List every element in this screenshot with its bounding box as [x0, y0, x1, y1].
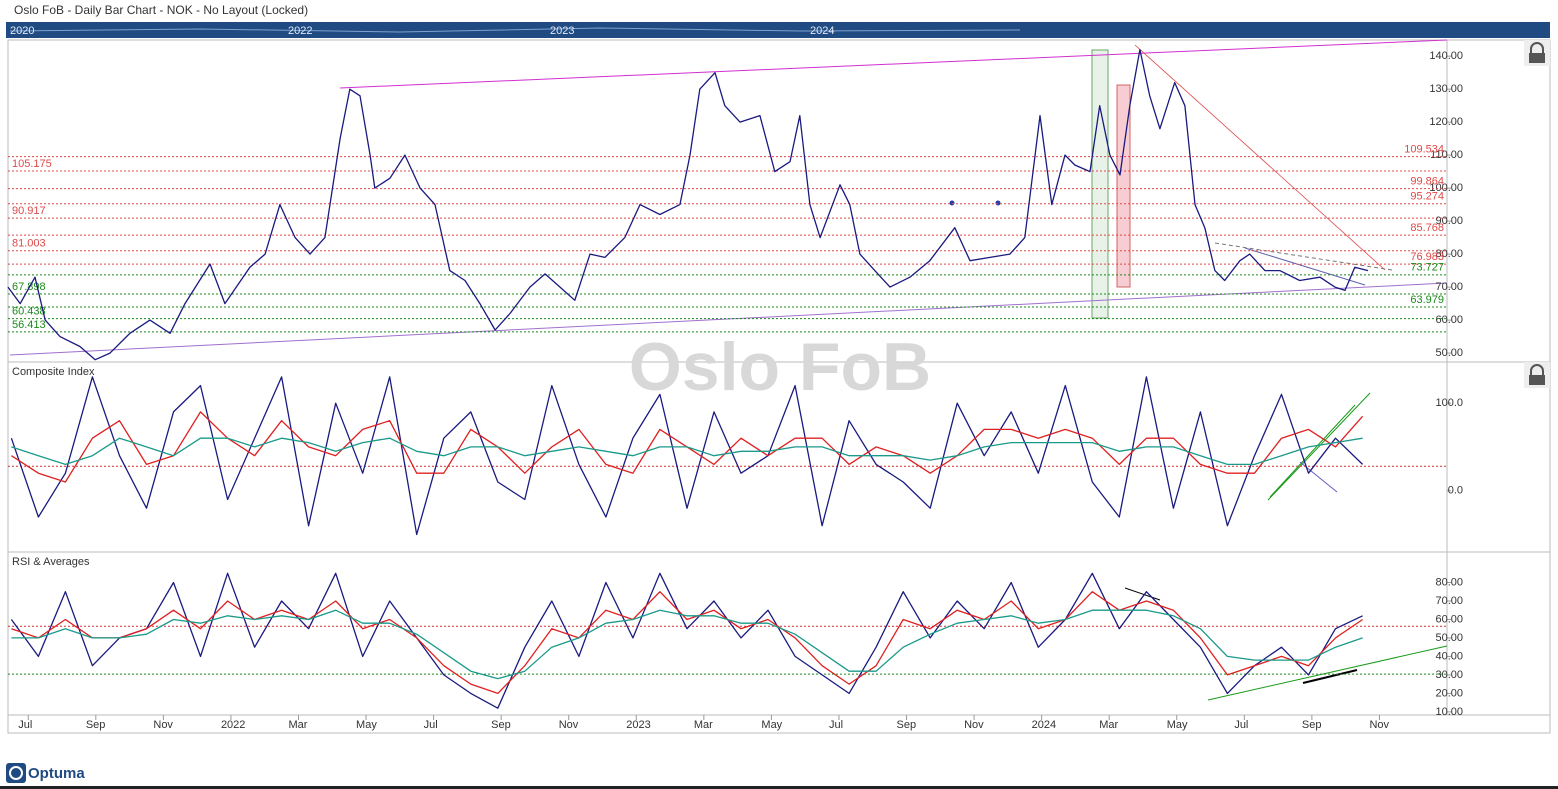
lock-icon[interactable]: [1524, 362, 1550, 388]
level-label: 90.917: [12, 205, 46, 217]
lock-body: [1529, 375, 1545, 385]
series-line: [10, 376, 1364, 536]
x-tick-label: Jul: [829, 719, 843, 731]
y-tick-label: 90.00: [1435, 215, 1463, 227]
watermark: Oslo FoB: [629, 329, 931, 405]
x-tick-label: Sep: [86, 719, 106, 731]
y-tick-label: 30.00: [1435, 669, 1463, 681]
x-tick-label: Jul: [1234, 719, 1248, 731]
series-line: [11, 437, 1363, 466]
zone-box: [1116, 84, 1131, 288]
y-tick-label: 100.0: [1435, 397, 1463, 409]
x-tick-label: Nov: [153, 719, 173, 731]
lock-body: [1529, 53, 1545, 63]
series-line: [7, 48, 1369, 361]
y-tick-label: 100.00: [1429, 182, 1463, 194]
trendline: [1302, 669, 1358, 684]
level-label: 63.979: [1410, 294, 1444, 306]
x-tick-label: 2024: [1032, 719, 1056, 731]
y-tick-label: 110.00: [1430, 149, 1463, 161]
navigator-year: 2022: [288, 25, 312, 37]
y-tick-label: 80.00: [1435, 248, 1463, 260]
trendline: [1244, 247, 1366, 286]
y-tick-label: 20.00: [1435, 687, 1463, 699]
x-tick-label: 2023: [626, 719, 650, 731]
level-label: 109.534: [1404, 144, 1444, 156]
x-tick-label: Nov: [964, 719, 984, 731]
y-tick-label: 140.00: [1429, 50, 1463, 62]
trendline: [1134, 44, 1386, 271]
level-label: 95.274: [1410, 191, 1444, 203]
lock-shackle: [1530, 364, 1544, 375]
level-label: 60.438: [12, 306, 46, 318]
logo-text: Optuma: [28, 765, 85, 782]
x-tick-label: Sep: [491, 719, 511, 731]
y-tick-label: 50.00: [1435, 632, 1463, 644]
x-tick-label: Sep: [1302, 719, 1322, 731]
series-line: [10, 572, 1363, 709]
x-tick-label: Mar: [694, 719, 713, 731]
y-tick-label: 60.00: [1435, 613, 1463, 625]
y-tick-label: 130.00: [1429, 83, 1463, 95]
logo-mark: [6, 763, 26, 783]
x-tick-label: Sep: [897, 719, 917, 731]
y-tick-label: 70.00: [1435, 595, 1463, 607]
drawings: [9, 39, 1448, 701]
x-tick-label: Nov: [1369, 719, 1389, 731]
x-tick-label: May: [356, 719, 377, 731]
trendline: [339, 39, 1448, 89]
trendline: [1269, 404, 1356, 498]
y-tick-label: 120.00: [1429, 116, 1463, 128]
navigator-bar: [6, 22, 1550, 38]
navigator-trace: [9, 27, 1021, 33]
marker-dot: [949, 200, 955, 206]
x-tick-label: 2022: [221, 719, 245, 731]
panel-title: Composite Index: [12, 366, 95, 378]
level-label: 73.727: [1410, 262, 1444, 274]
bottom-bar: [0, 786, 1558, 789]
window-title: Oslo FoB - Daily Bar Chart - NOK - No La…: [14, 3, 308, 17]
level-label: 76.983: [1410, 251, 1444, 263]
series-line: [11, 609, 1363, 680]
y-tick-label: 60.00: [1435, 314, 1463, 326]
x-tick-label: Mar: [289, 719, 308, 731]
level-label: 81.003: [12, 238, 46, 250]
marker-dot: [995, 200, 1001, 206]
lock-shackle: [1530, 42, 1544, 53]
level-label: 99.864: [1410, 175, 1444, 187]
y-tick-label: 40.00: [1435, 650, 1463, 662]
level-label: 85.768: [1410, 222, 1444, 234]
navigator[interactable]: 2020 2022 2023 2024: [6, 22, 1550, 38]
trendline: [1207, 645, 1448, 701]
x-tick-label: Jul: [424, 719, 438, 731]
trendline: [1214, 242, 1393, 271]
zone-box: [1091, 49, 1109, 319]
navigator-year: 2023: [550, 25, 574, 37]
x-tick-label: Jul: [18, 719, 32, 731]
y-tick-label: 0.0: [1448, 485, 1463, 497]
x-tick-label: Nov: [559, 719, 579, 731]
trendline: [1267, 392, 1371, 501]
navigator-year: 2024: [810, 25, 834, 37]
level-label: 105.175: [12, 158, 52, 170]
y-tick-label: 80.00: [1435, 576, 1463, 588]
x-tick-label: May: [761, 719, 782, 731]
x-tick-label: May: [1167, 719, 1188, 731]
y-tick-label: 70.00: [1435, 281, 1463, 293]
lock-icon[interactable]: [1524, 40, 1550, 66]
x-tick-label: Mar: [1099, 719, 1118, 731]
panel-title: RSI & Averages: [12, 556, 90, 568]
level-label: 56.413: [12, 319, 46, 331]
y-tick-label: 50.00: [1435, 347, 1463, 359]
navigator-year: 2020: [10, 25, 34, 37]
trendline: [1124, 587, 1161, 601]
y-tick-label: 10.00: [1435, 706, 1463, 718]
logo-ring: [9, 766, 23, 780]
series-line: [11, 591, 1363, 695]
